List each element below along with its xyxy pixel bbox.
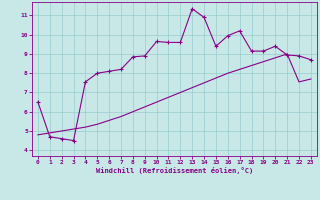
X-axis label: Windchill (Refroidissement éolien,°C): Windchill (Refroidissement éolien,°C) xyxy=(96,167,253,174)
